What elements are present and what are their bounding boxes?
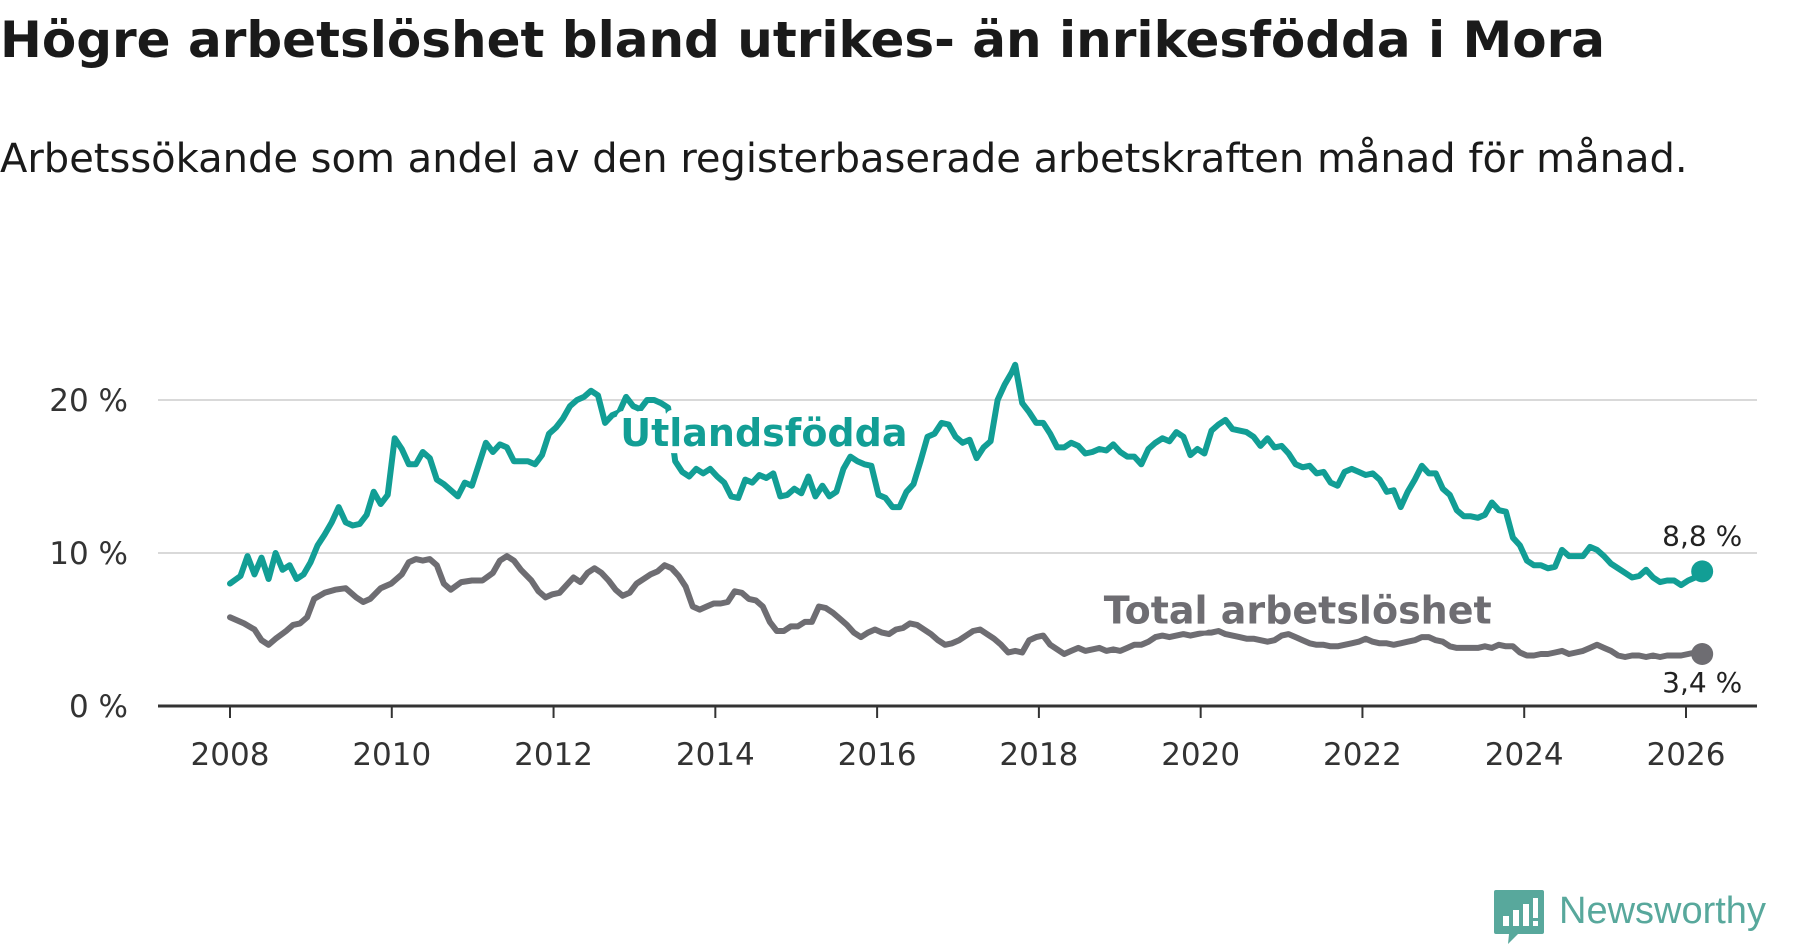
series-labels: 8,8 %3,4 %UtlandsföddaUtlandsföddaTotal …	[613, 404, 1742, 699]
newsworthy-logo-icon	[1494, 890, 1544, 944]
x-tick-label: 2024	[1485, 737, 1564, 773]
series-label-halo: Total arbetslöshet	[1104, 588, 1492, 632]
series-lines	[227, 361, 1714, 665]
x-tick-label: 2026	[1647, 737, 1726, 773]
y-tick-label: 0 %	[69, 689, 128, 725]
x-tick-label: 2014	[676, 737, 755, 773]
chart-title: Högre arbetslöshet bland utrikes- än inr…	[0, 11, 1606, 69]
y-tick-label: 20 %	[49, 383, 128, 419]
series-label: Total arbetslöshet	[1104, 588, 1492, 632]
x-tick-label: 2010	[352, 737, 431, 773]
x-tick-label: 2020	[1161, 737, 1240, 773]
x-tick-label: 2016	[838, 737, 917, 773]
newsworthy-brand: Newsworthy	[1488, 886, 1800, 948]
series-line-utlandsfodda	[227, 361, 1706, 589]
chart-subtitle: Arbetssökande som andel av den registerb…	[0, 136, 1688, 182]
x-tick-label: 2012	[514, 737, 593, 773]
x-tick-label: 2022	[1323, 737, 1402, 773]
series-end-value-label: 3,4 %	[1662, 666, 1742, 699]
x-tick-label: 2008	[191, 737, 270, 773]
series-end-value-label: 8,8 %	[1662, 519, 1742, 552]
brand-name: Newsworthy	[1559, 890, 1766, 932]
series-end-point	[1691, 560, 1714, 583]
x-tick-label: 2018	[999, 737, 1078, 773]
series-line-total	[227, 553, 1706, 660]
series-label-halo: Utlandsfödda	[620, 411, 907, 455]
series-label: Utlandsfödda	[620, 411, 907, 455]
y-tick-label: 10 %	[49, 536, 128, 572]
gridlines	[158, 399, 1757, 554]
series-end-point	[1691, 642, 1714, 665]
axes: 0 % 10 % 20 % 2008 2010 2012 2014 2016 2018 2020 2…	[49, 383, 1757, 773]
